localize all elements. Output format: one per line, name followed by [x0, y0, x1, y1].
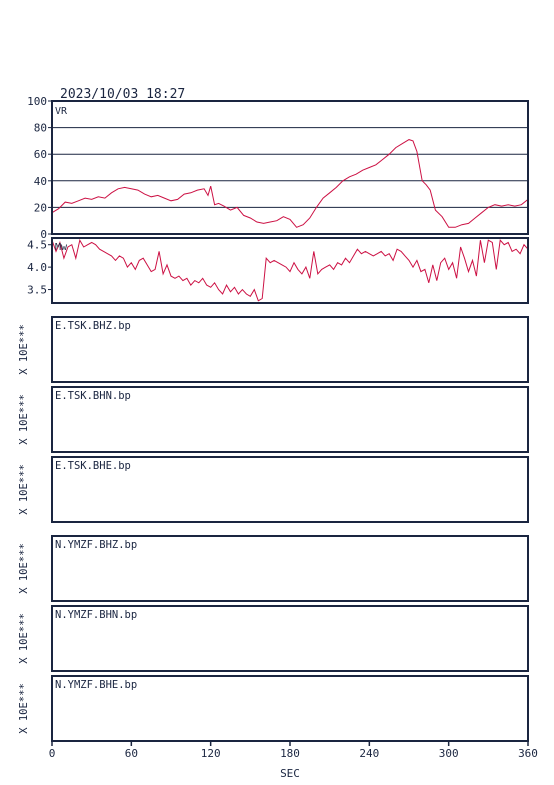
mw-frame [51, 237, 529, 304]
x-tick-label: 240 [359, 747, 379, 760]
scale-label: X 10E*** [18, 683, 30, 734]
vr-gridlines [52, 127, 528, 208]
x-tick-label: 300 [439, 747, 459, 760]
x-tick-label: 180 [280, 747, 300, 760]
scale-label: X 10E*** [18, 324, 30, 375]
vr-y-tick-label: 20 [34, 201, 47, 214]
waveform-frame [51, 386, 529, 453]
scale-label: X 10E*** [18, 543, 30, 594]
channel-label: E.TSK.BHN.bp [55, 390, 131, 402]
waveform-panel: E.TSK.BHZ.bp X 10E*** [18, 316, 529, 383]
channel-label: N.YMZF.BHN.bp [55, 609, 137, 621]
mw-y-tick-label: 3.5 [27, 284, 47, 297]
scale-label: X 10E*** [18, 394, 30, 445]
vr-label: VR [55, 106, 68, 117]
waveform-panel: E.TSK.BHE.bp X 10E*** [18, 456, 529, 523]
channel-label: E.TSK.BHE.bp [55, 460, 131, 472]
x-tick-label: 0 [49, 747, 56, 760]
channel-label: E.TSK.BHZ.bp [55, 320, 131, 332]
vr-panel: 0 20 40 60 80 100 VR [27, 95, 529, 241]
waveform-panel: N.YMZF.BHZ.bp X 10E*** [18, 535, 529, 602]
x-ticks: 0 60 120 180 240 300 360 [49, 741, 538, 760]
vr-y-ticks: 0 20 40 60 80 100 [27, 95, 52, 241]
scale-label: X 10E*** [18, 613, 30, 664]
channel-label: N.YMZF.BHE.bp [55, 679, 137, 691]
waveform-frame [51, 316, 529, 383]
waveform-frame [51, 605, 529, 672]
vr-y-tick-label: 80 [34, 122, 47, 135]
x-tick-label: 360 [518, 747, 538, 760]
mw-label: Mw [55, 242, 68, 253]
waveform-frame [51, 535, 529, 602]
vr-y-tick-label: 0 [40, 228, 47, 241]
mw-panel: 3.5 4.0 4.5 Mw [27, 237, 529, 304]
waveform-panels: E.TSK.BHZ.bp X 10E*** E.TSK.BHN.bp X 10E***… [18, 316, 529, 742]
waveform-panel: N.YMZF.BHE.bp X 10E*** [18, 675, 529, 742]
x-tick-label: 120 [201, 747, 221, 760]
vr-y-tick-label: 60 [34, 148, 47, 161]
scale-label: X 10E*** [18, 464, 30, 515]
waveform-panel: E.TSK.BHN.bp X 10E*** [18, 386, 529, 453]
mw-series-line [51, 238, 529, 302]
waveform-frame [51, 456, 529, 523]
waveform-panel: N.YMZF.BHN.bp X 10E*** [18, 605, 529, 672]
x-tick-label: 60 [125, 747, 138, 760]
mw-y-tick-label: 4.5 [27, 239, 47, 252]
header-timestamp: 2023/10/03 18:27 [60, 87, 185, 102]
vr-y-tick-label: 40 [34, 175, 47, 188]
mw-y-ticks: 3.5 4.0 4.5 [27, 239, 52, 297]
vr-y-tick-label: 100 [27, 95, 47, 108]
channel-label: N.YMZF.BHZ.bp [55, 539, 137, 551]
vr-frame [51, 100, 529, 235]
mw-y-tick-label: 4.0 [27, 261, 47, 274]
vr-series-line [51, 139, 529, 228]
x-axis-label: SEC [280, 767, 300, 780]
x-axis: 0 60 120 180 240 300 360 SEC [49, 740, 538, 780]
